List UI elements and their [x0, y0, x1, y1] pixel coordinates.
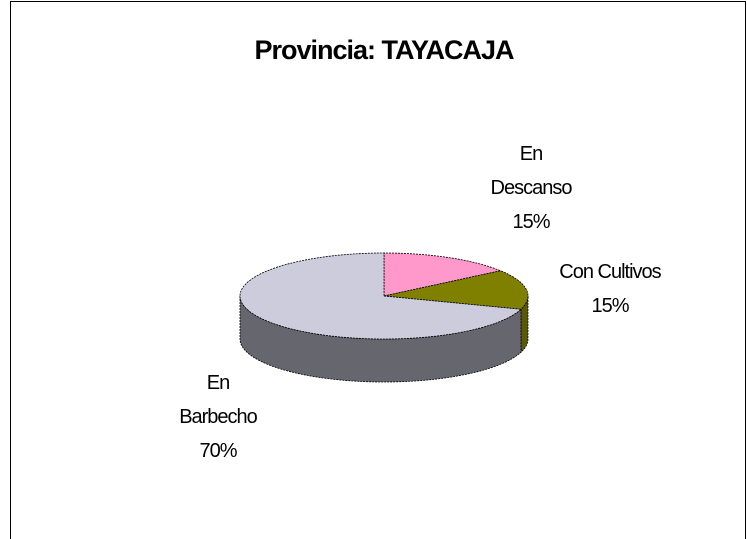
value-label: 70% [199, 440, 237, 462]
category-label: Con Cultivos [559, 261, 661, 283]
pie-slice [239, 252, 522, 340]
pie-slice [383, 270, 529, 310]
slice-label: En Barbecho 70% [168, 366, 268, 468]
value-label: 15% [591, 295, 629, 317]
category-label: En Barbecho [179, 372, 258, 428]
pie-slice [383, 252, 502, 297]
slice-label: En Descanso 15% [481, 137, 581, 239]
category-label: En Descanso [490, 143, 573, 199]
slice-label: Con Cultivos 15% [540, 255, 680, 323]
chart-title: Provincia: TAYACAJA [254, 35, 514, 65]
value-label: 15% [512, 211, 550, 233]
